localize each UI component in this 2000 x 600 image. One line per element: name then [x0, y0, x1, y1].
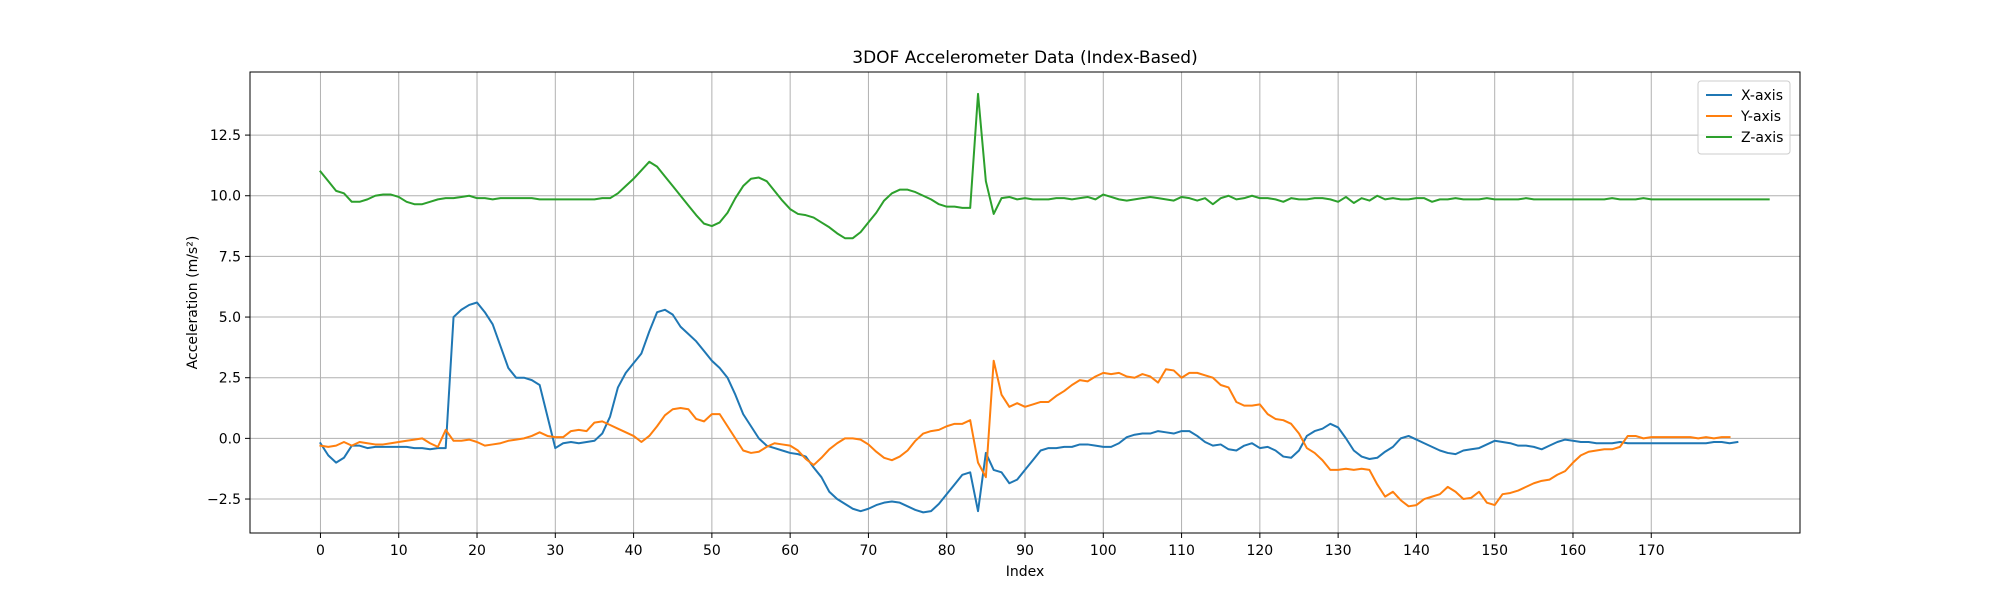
legend-box [1697, 80, 1791, 155]
x-axis-title: Index [1006, 564, 1045, 580]
x-tick-label: 140 [1403, 543, 1430, 559]
x-tick-label: 150 [1481, 543, 1508, 559]
series-line-y-axis [319, 359, 1731, 508]
series-line-z-axis [319, 92, 1770, 240]
legend-label: X-axis [1741, 88, 1783, 104]
y-tick-label: 7.5 [219, 249, 241, 265]
x-tick-label: 40 [625, 543, 643, 559]
y-tick-label: 12.5 [210, 128, 241, 144]
x-tick-label: 30 [546, 543, 564, 559]
y-axis-title: Acceleration (m/s²) [185, 236, 201, 370]
x-tick-label: 0 [316, 543, 325, 559]
x-tick-label: 10 [390, 543, 408, 559]
y-tick-label: 5.0 [219, 310, 241, 326]
x-tick-label: 130 [1325, 543, 1352, 559]
y-tick-label: −2.5 [207, 492, 241, 508]
series-line-x-axis [319, 301, 1739, 514]
x-tick-label: 100 [1090, 543, 1117, 559]
legend-label: Z-axis [1741, 130, 1783, 146]
x-tick-label: 80 [938, 543, 956, 559]
x-tick-label: 120 [1246, 543, 1273, 559]
x-tick-label: 60 [781, 543, 799, 559]
legend: X-axis Y-axis Z-axis [1697, 80, 1791, 155]
chart-title: 3DOF Accelerometer Data (Index-Based) [852, 48, 1197, 68]
series-lines [319, 92, 1770, 514]
x-tick-label: 70 [860, 543, 878, 559]
grid [250, 72, 1800, 533]
x-tick-label: 110 [1168, 543, 1195, 559]
x-tick-label: 160 [1560, 543, 1587, 559]
legend-label: Y-axis [1740, 109, 1781, 125]
x-tick-label: 90 [1016, 543, 1034, 559]
y-tick-label: 0.0 [219, 431, 241, 447]
y-tick-label: 10.0 [210, 189, 241, 205]
y-axis-ticks: −2.5 0.0 2.5 5.0 7.5 10.0 12.5 [207, 128, 250, 508]
y-tick-label: 2.5 [219, 371, 241, 387]
x-tick-label: 50 [703, 543, 721, 559]
x-tick-label: 20 [468, 543, 486, 559]
x-axis-ticks: 0 10 20 30 40 50 60 70 80 90 100 110 120 130 140 150 160… [316, 533, 1665, 559]
x-tick-label: 170 [1638, 543, 1665, 559]
